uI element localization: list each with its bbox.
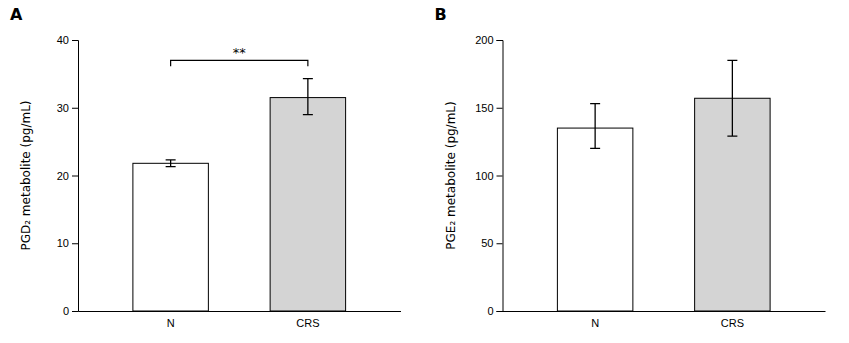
panel-label: A — [10, 5, 23, 24]
x-axis: N CRS — [503, 312, 826, 329]
tick: 10 — [57, 237, 78, 249]
panel: 0 50 100 150 200 N CRS PGE₂ metabolite (pg/mL) B — [435, 5, 826, 329]
tick-mark — [497, 243, 503, 244]
tick: 200 — [475, 34, 502, 46]
tick: 0 — [63, 305, 78, 317]
bar — [133, 163, 208, 311]
tick-label: N — [591, 317, 599, 329]
panel: ** 0 10 20 30 40 N CRS PGD₂ metabolite (pg/mL) A — [10, 5, 401, 329]
panel-label: B — [435, 5, 447, 24]
tick-mark — [497, 311, 503, 312]
tick: CRS — [721, 317, 744, 329]
plot-area — [133, 60, 346, 311]
significance-label: ** — [233, 45, 247, 60]
tick-label: 30 — [57, 102, 69, 114]
axis-line — [79, 311, 402, 312]
error-bar — [590, 104, 600, 149]
tick-label: 40 — [57, 34, 69, 46]
tick: N — [591, 317, 599, 329]
y-axis: 0 10 20 30 40 — [57, 34, 79, 317]
bar — [557, 128, 632, 311]
significance-bracket — [171, 60, 308, 66]
x-axis: N CRS — [79, 312, 402, 329]
axis-line — [72, 41, 79, 312]
tick: 0 — [487, 305, 502, 317]
plot-area — [557, 60, 770, 311]
error-bar — [727, 60, 737, 136]
tick-label: 150 — [475, 102, 493, 114]
tick: 150 — [475, 102, 502, 114]
tick-label: CRS — [296, 317, 319, 329]
tick: 40 — [57, 34, 78, 46]
tick-mark — [497, 176, 503, 177]
tick: N — [167, 317, 175, 329]
tick-mark — [72, 311, 78, 312]
tick-label: 0 — [63, 305, 69, 317]
tick-mark — [72, 108, 78, 109]
tick-label: 100 — [475, 170, 493, 182]
error-bar — [303, 79, 313, 115]
tick-mark — [497, 40, 503, 41]
axis-title: PGD₂ metabolite (pg/mL) — [19, 100, 33, 250]
tick-label: 200 — [475, 34, 493, 46]
bar — [270, 98, 345, 311]
tick: 20 — [57, 170, 78, 182]
tick-label: N — [167, 317, 175, 329]
tick: 30 — [57, 102, 78, 114]
tick-label: 0 — [487, 305, 493, 317]
tick: CRS — [296, 317, 319, 329]
error-bar — [166, 160, 176, 167]
tick-mark — [497, 108, 503, 109]
figure: ** 0 10 20 30 40 N CRS PGD₂ metabolite (pg/mL) A 0… — [0, 0, 849, 343]
tick: 100 — [475, 170, 502, 182]
tick-mark — [72, 40, 78, 41]
tick-label: 20 — [57, 170, 69, 182]
tick: 50 — [481, 237, 502, 249]
tick-label: 50 — [481, 237, 493, 249]
y-axis: 0 50 100 150 200 — [475, 34, 503, 317]
axis-title: PGE₂ metabolite (pg/mL) — [444, 101, 458, 249]
tick-label: CRS — [721, 317, 744, 329]
tick-label: 10 — [57, 237, 69, 249]
tick-mark — [72, 176, 78, 177]
tick-mark — [72, 243, 78, 244]
axis-line — [503, 311, 826, 312]
axis-line — [497, 41, 504, 312]
